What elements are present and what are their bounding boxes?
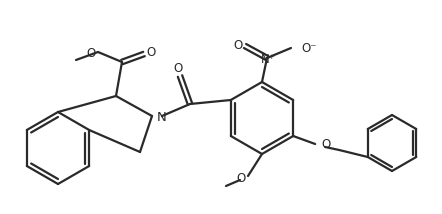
Text: O: O <box>321 138 331 152</box>
Text: O⁻: O⁻ <box>301 42 316 55</box>
Text: N⁺: N⁺ <box>261 52 275 65</box>
Text: O: O <box>86 46 95 59</box>
Text: O: O <box>236 171 246 184</box>
Text: O: O <box>173 62 183 76</box>
Text: N: N <box>157 110 167 123</box>
Text: O: O <box>233 39 243 52</box>
Text: O: O <box>146 46 156 58</box>
